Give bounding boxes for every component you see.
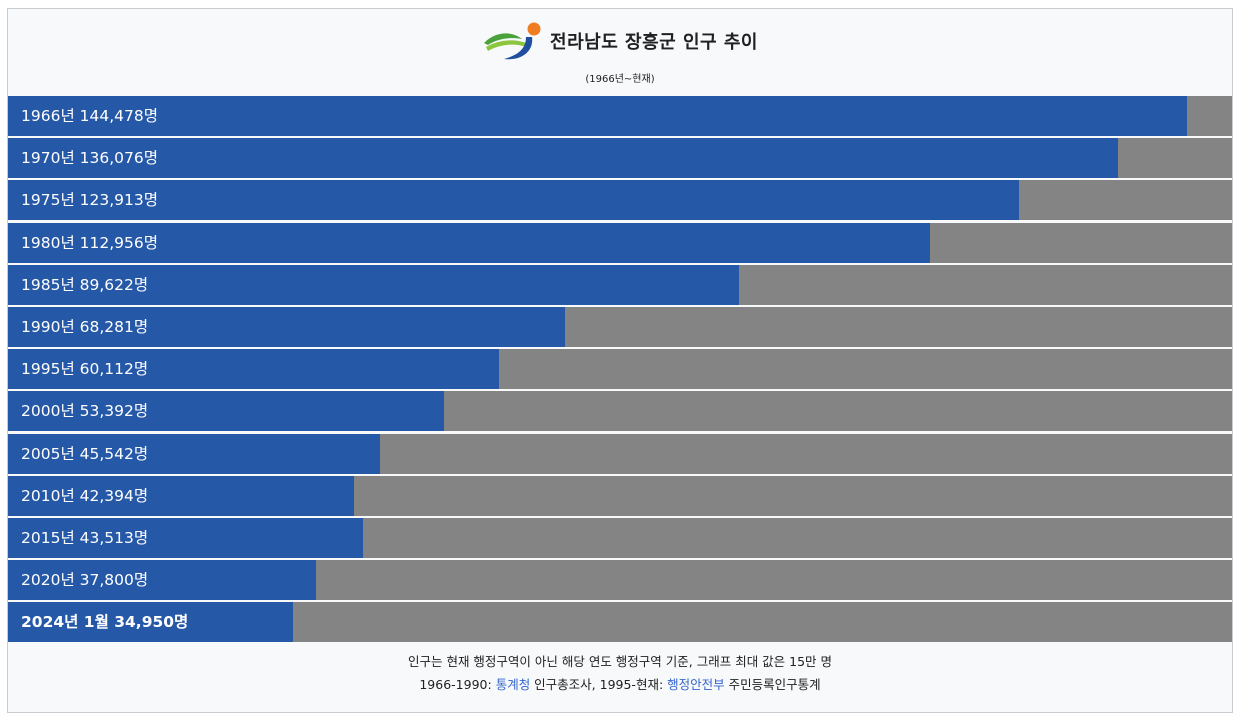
footer-source-suffix: 주민등록인구통계 [724,677,821,692]
bar-fill [8,222,930,263]
bar-label: 1990년 68,281명 [21,318,149,336]
footer-source: 1966-1990: 통계청 인구총조사, 1995-현재: 행정안전부 주민등… [8,673,1232,696]
bar-label: 2010년 42,394명 [21,486,149,505]
chart-subtitle: (1966년~현재) [585,74,655,85]
bar-row: 1975년 123,913명 [8,180,1232,221]
bar-row: 1990년 68,281명 [8,307,1232,347]
bar-label: 1966년 144,478명 [21,107,158,125]
bar-fill [8,518,364,558]
footer-note: 인구는 현재 행정구역이 아닌 해당 연도 행정구역 기준, 그래프 최대 값은… [407,654,833,669]
footer-source-mid: 인구총조사, 1995-현재: [530,677,668,692]
bar-fill [8,433,380,474]
bar-label: 1975년 123,913명 [21,191,158,210]
bar-label: 2000년 53,392명 [21,402,149,421]
bar-row: 1966년 144,478명 [8,96,1232,136]
bar-label: 2024년 1월 34,950명 [21,613,189,632]
bar-fill [8,138,1119,179]
bar-row: 2020년 37,800명 [8,560,1232,601]
source-link-ministry-of-interior[interactable]: 행정안전부 [667,677,725,692]
bar-row: 2010년 42,394명 [8,475,1232,516]
bar-label: 2020년 37,800명 [21,571,149,590]
bar-row: 2024년 1월 34,950명 [8,602,1232,643]
bar-row: 2015년 43,513명 [8,518,1232,558]
bar-label: 1995년 60,112명 [21,360,149,379]
chart-footer: 인구는 현재 행정구역이 아닌 해당 연도 행정구역 기준, 그래프 최대 값은… [8,650,1232,696]
bar-fill [8,349,499,390]
bar-label: 1980년 112,956명 [21,233,158,252]
bar-fill [8,391,444,432]
bar-row: 1985년 89,622명 [8,264,1232,305]
bar-fill [8,96,1187,136]
bar-row: 1980년 112,956명 [8,222,1232,263]
bar-fill [8,560,317,601]
bar-label: 2005년 45,542명 [21,444,149,463]
bar-row: 1995년 60,112명 [8,349,1232,390]
bar-label: 1970년 136,076명 [21,149,158,168]
bar-label: 2015년 43,513명 [21,529,149,547]
bar-fill [8,264,740,305]
title-row: 전라남도 장흥군 인구 추이 [8,21,1232,61]
bar-label: 1985년 89,622명 [21,275,149,294]
bar-row: 2000년 53,392명 [8,391,1232,432]
jangheung-county-logo-icon [484,22,541,60]
footer-source-prefix: 1966-1990: [419,677,496,692]
bar-row: 2005년 45,542명 [8,433,1232,474]
bar-fill [8,602,294,643]
chart-header: 전라남도 장흥군 인구 추이 (1966년~현재) [8,9,1232,96]
bar-fill [8,180,1020,221]
source-link-statistics-korea[interactable]: 통계청 [495,677,531,692]
bar-row: 1970년 136,076명 [8,138,1232,179]
bar-fill [8,307,566,347]
chart-frame: 전라남도 장흥군 인구 추이 (1966년~현재) 1966년 144,478명… [7,8,1233,713]
chart-title: 전라남도 장흥군 인구 추이 [550,32,758,53]
bar-fill [8,475,354,516]
